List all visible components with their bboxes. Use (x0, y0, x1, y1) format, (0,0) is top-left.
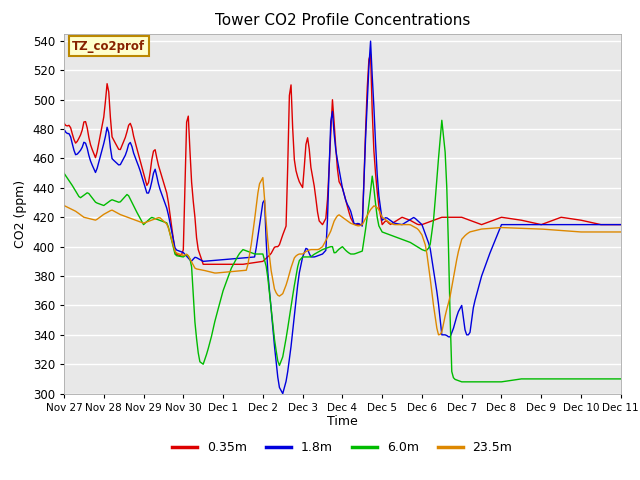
Legend: 0.35m, 1.8m, 6.0m, 23.5m: 0.35m, 1.8m, 6.0m, 23.5m (167, 436, 518, 459)
Title: Tower CO2 Profile Concentrations: Tower CO2 Profile Concentrations (214, 13, 470, 28)
Y-axis label: CO2 (ppm): CO2 (ppm) (14, 180, 27, 248)
Text: TZ_co2prof: TZ_co2prof (72, 40, 145, 53)
X-axis label: Time: Time (327, 415, 358, 429)
